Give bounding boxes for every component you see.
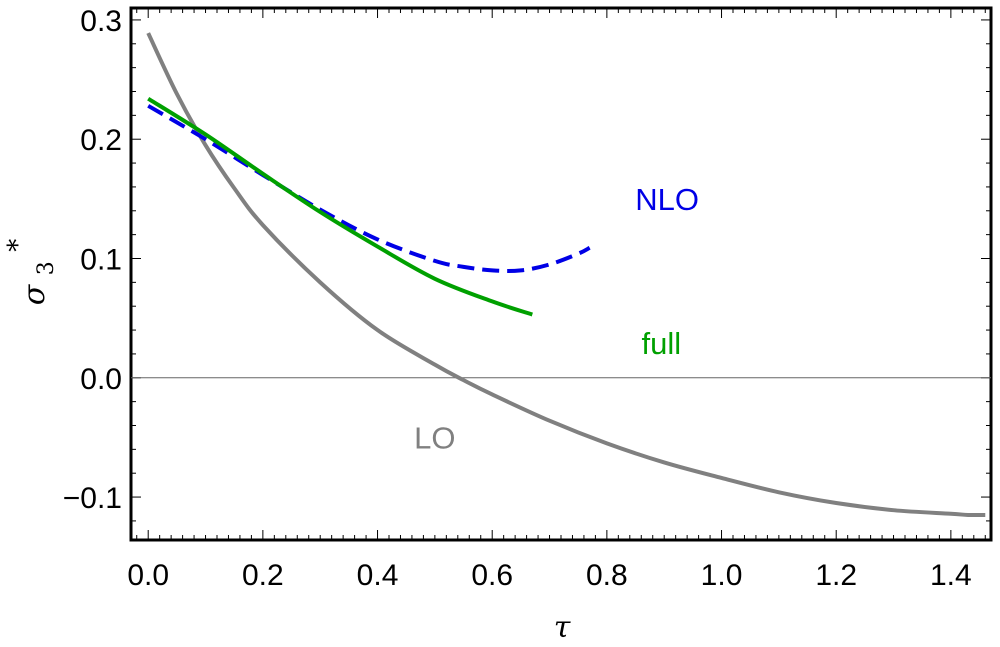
plot-frame: [129, 6, 993, 542]
y-axis-title-sup: *: [3, 239, 33, 252]
axis-ticks: [131, 8, 991, 540]
y-axis-title-sub: 3: [34, 261, 59, 275]
x-tick-label: 1.4: [930, 559, 972, 592]
x-tick-label: 1.0: [701, 559, 743, 592]
y-axis-title-base: σ: [17, 283, 52, 305]
series-line-lo: [146, 32, 986, 518]
y-tick-label: 0.0: [80, 363, 122, 396]
series-line-nlo: [147, 104, 591, 274]
x-tick-label: 0.2: [242, 559, 284, 592]
x-tick-label: 0.4: [357, 559, 399, 592]
series-line-full: [147, 96, 533, 317]
x-tick-label: 0.8: [586, 559, 628, 592]
y-tick-label: 0.3: [80, 5, 122, 38]
y-tick-label: 0.1: [80, 243, 122, 276]
x-tick-label: 0.6: [471, 559, 513, 592]
series-label-lo: LO: [414, 420, 455, 455]
y-axis-title: σ 3 *: [3, 239, 61, 306]
y-tick-label: −0.1: [63, 482, 122, 515]
series-label-full: full: [642, 326, 682, 361]
series-label-nlo: NLO: [635, 182, 699, 217]
tick-labels: 0.0 0.2 0.4 0.6 0.8 1.0 1.2 1.4 0.3 0.2 0.1 0.0 −0.1: [63, 5, 972, 592]
y-tick-label: 0.2: [80, 124, 122, 157]
series-layer: [146, 32, 986, 518]
x-tick-label: 0.0: [127, 559, 169, 592]
x-axis-title: τ: [554, 610, 571, 645]
x-tick-label: 1.2: [815, 559, 857, 592]
series-labels: NLO full LO: [414, 182, 699, 456]
